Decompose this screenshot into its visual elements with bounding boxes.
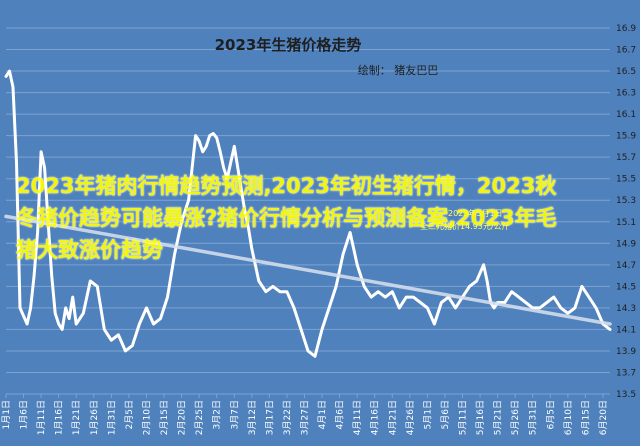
x-tick-label: 2月5日 <box>124 400 135 429</box>
x-tick-label: 5月31日 <box>528 400 539 435</box>
y-tick-label: 13.7 <box>616 368 636 378</box>
x-tick-label: 5月6日 <box>440 400 451 429</box>
x-tick-label: 4月16日 <box>370 400 381 435</box>
overlay-headline-text: 2023年猪肉行情趋势预测,2023年初生猪行情，2023秋冬猪价趋势可能暴涨?… <box>16 174 557 262</box>
y-tick-label: 16.7 <box>616 46 636 56</box>
x-tick-label: 1月1日 <box>1 400 12 429</box>
y-tick-label: 14.7 <box>616 261 636 271</box>
y-tick-label: 16.5 <box>616 67 636 77</box>
x-tick-label: 4月11日 <box>352 400 363 435</box>
y-tick-label: 13.9 <box>616 347 636 357</box>
y-tick-label: 14.3 <box>616 304 636 314</box>
x-tick-label: 3月27日 <box>299 400 310 435</box>
x-tick-label: 1月6日 <box>19 400 30 429</box>
x-tick-label: 4月26日 <box>405 400 416 435</box>
x-tick-label: 4月1日 <box>317 400 328 429</box>
x-tick-label: 1月21日 <box>71 400 82 435</box>
annotation-line-2: 全三元猪价14.93元/公斤 <box>420 221 510 231</box>
y-tick-label: 15.1 <box>616 218 636 228</box>
y-tick-label: 13.5 <box>616 390 636 400</box>
y-tick-label: 15.9 <box>616 132 636 142</box>
x-tick-label: 6月20日 <box>598 400 609 435</box>
x-tick-label: 6月5日 <box>545 400 556 429</box>
x-tick-label: 1月31日 <box>106 400 117 435</box>
y-tick-label: 16.9 <box>616 24 636 34</box>
x-tick-label: 5月1日 <box>422 400 433 429</box>
x-tick-label: 6月10日 <box>563 400 574 435</box>
x-tick-label: 1月16日 <box>54 400 65 435</box>
y-tick-label: 14.1 <box>616 325 636 335</box>
x-tick-label: 2月15日 <box>159 400 170 435</box>
x-tick-label: 4月21日 <box>387 400 398 435</box>
y-tick-label: 16.1 <box>616 110 636 120</box>
x-tick-label: 3月2日 <box>212 400 223 429</box>
x-tick-label: 3月12日 <box>247 400 258 435</box>
x-tick-label: 5月11日 <box>458 400 469 435</box>
x-tick-label: 4月6日 <box>335 400 346 429</box>
series <box>4 69 612 358</box>
y-tick-label: 15.3 <box>616 196 636 206</box>
x-tick-label: 2月25日 <box>194 400 205 435</box>
y-axis: 13.5 13.7 13.9 14.1 14.3 14.5 14.7 14.9 15.1 15.3… <box>616 24 636 400</box>
y-tick-label: 16.3 <box>616 89 636 99</box>
x-tick-label: 3月17日 <box>264 400 275 435</box>
x-tick-label: 1月11日 <box>36 400 47 435</box>
y-tick-label: 15.5 <box>616 175 636 185</box>
trend-line <box>4 214 612 326</box>
chart-title: 2023年生猪价格走势 <box>215 36 362 54</box>
x-tick-label: 3月22日 <box>282 400 293 435</box>
annotation-line-1: 2023年5月1日 <box>448 208 503 218</box>
x-tick-label: 2月20日 <box>177 400 188 435</box>
x-tick-label: 5月26日 <box>510 400 521 435</box>
x-axis: 1月1日 1月6日 1月11日 1月16日 1月21日 1月26日 1月31日 2月5日 2月1… <box>1 400 609 435</box>
x-tick-label: 5月16日 <box>475 400 486 435</box>
chart-credit: 绘制： 猪友巴巴 <box>358 63 439 77</box>
x-tick-label: 2月10日 <box>141 400 152 435</box>
x-tick-label: 3月7日 <box>229 400 240 429</box>
y-tick-label: 14.9 <box>616 239 636 249</box>
x-tick-label: 1月26日 <box>89 400 100 435</box>
annotation: 2023年5月1日 全三元猪价14.93元/公斤 <box>420 208 510 231</box>
x-tick-label: 5月21日 <box>493 400 504 435</box>
y-tick-label: 15.7 <box>616 153 636 163</box>
x-tick-label: 6月15日 <box>580 400 591 435</box>
gridlines <box>5 27 610 398</box>
y-tick-label: 14.5 <box>616 282 636 292</box>
